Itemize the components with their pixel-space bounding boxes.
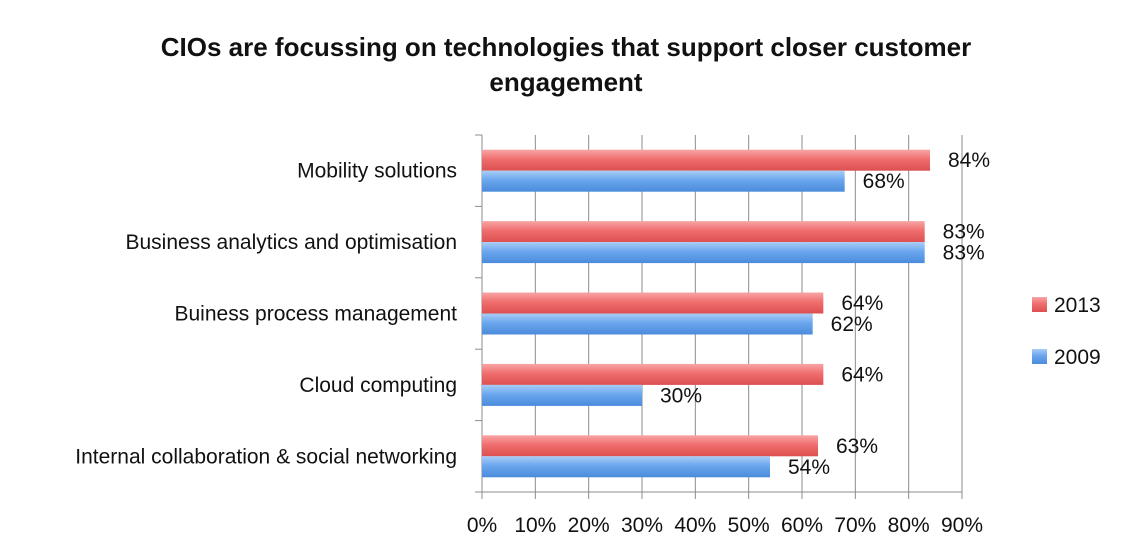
chart-title-line-1: CIOs are focussing on technologies that …: [160, 32, 972, 62]
bar-2009-business-analytics-and-optimisation: [482, 242, 925, 264]
bar-2013-mobility-solutions: [482, 149, 930, 171]
x-tick-label: 20%: [568, 514, 610, 537]
labels: Mobility solutions 84% 68% Business analyti…: [75, 149, 990, 479]
data-label-2009-business-analytics-and-optimisation: 83%: [943, 242, 985, 265]
data-label-2009-internal-collaboration-social-networking: 54%: [788, 456, 830, 479]
legend-swatch-2013: [1032, 297, 1047, 312]
category-label-buiness-process-management: Buiness process management: [175, 303, 458, 326]
legend-swatch-2009: [1032, 349, 1047, 364]
bar-2009-mobility-solutions: [482, 170, 845, 192]
x-tick-label: 60%: [781, 514, 823, 537]
data-label-2013-internal-collaboration-social-networking: 63%: [836, 435, 878, 458]
data-label-2013-mobility-solutions: 84%: [948, 149, 990, 172]
bar-2009-buiness-process-management: [482, 313, 813, 335]
bar-2009-cloud-computing: [482, 384, 642, 406]
x-tick-label: 30%: [621, 514, 663, 537]
data-label-2013-cloud-computing: 64%: [841, 363, 883, 386]
legend: 2013 2009: [1032, 294, 1101, 369]
bar-2013-cloud-computing: [482, 363, 824, 385]
bar-2013-internal-collaboration-social-networking: [482, 435, 818, 457]
data-label-2009-cloud-computing: 30%: [660, 384, 702, 407]
legend-label-2009: 2009: [1054, 346, 1101, 369]
category-label-cloud-computing: Cloud computing: [299, 374, 457, 397]
x-tick-label: 70%: [834, 514, 876, 537]
axes: 0% 10% 20% 30% 40% 50% 60% 70% 80% 90%: [467, 134, 983, 537]
chart-title: CIOs are focussing on technologies that …: [0, 30, 1132, 100]
bar-2013-business-analytics-and-optimisation: [482, 221, 925, 243]
data-label-2009-mobility-solutions: 68%: [863, 170, 905, 193]
bar-2013-buiness-process-management: [482, 292, 824, 314]
data-label-2013-business-analytics-and-optimisation: 83%: [943, 221, 985, 244]
x-tick-label: 90%: [941, 514, 983, 537]
data-label-2009-buiness-process-management: 62%: [831, 313, 873, 336]
category-label-mobility-solutions: Mobility solutions: [297, 160, 457, 183]
legend-label-2013: 2013: [1054, 294, 1101, 317]
data-label-2013-buiness-process-management: 64%: [841, 292, 883, 315]
x-tick-label: 80%: [888, 514, 930, 537]
chart-title-line-2: engagement: [489, 67, 643, 97]
bars: [482, 149, 930, 478]
x-tick-label: 50%: [728, 514, 770, 537]
category-label-internal-collaboration-social-networking: Internal collaboration & social networki…: [75, 445, 457, 468]
x-tick-label: 0%: [467, 514, 497, 537]
category-label-business-analytics-and-optimisation: Business analytics and optimisation: [125, 231, 457, 254]
x-tick-label: 10%: [514, 514, 556, 537]
bar-2009-internal-collaboration-social-networking: [482, 456, 770, 478]
x-tick-label: 40%: [674, 514, 716, 537]
